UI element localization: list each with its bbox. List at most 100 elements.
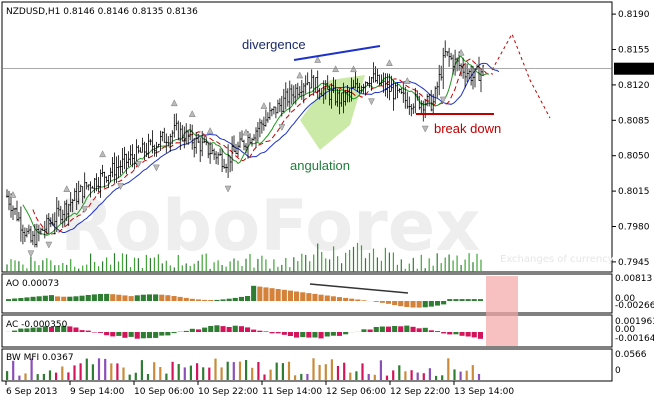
fractal-up-icon bbox=[63, 185, 71, 192]
volume-bar bbox=[313, 254, 315, 272]
volume-bar bbox=[66, 264, 68, 272]
volume-bar bbox=[436, 253, 438, 272]
volume-bar bbox=[257, 258, 259, 272]
volume-bar bbox=[129, 267, 132, 272]
fractal-down-icon bbox=[117, 183, 124, 191]
volume-bar bbox=[113, 253, 116, 272]
volume-bar bbox=[137, 258, 139, 272]
volume-bar bbox=[181, 265, 183, 272]
mfi-bar bbox=[122, 367, 125, 380]
volume-bar bbox=[380, 260, 382, 272]
ac-bar bbox=[392, 326, 398, 332]
ac-bar bbox=[416, 328, 422, 332]
ac-bar bbox=[73, 327, 79, 332]
mfi-panel bbox=[1, 348, 613, 382]
fractal-up-icon bbox=[260, 102, 268, 109]
watermark: RoboForex bbox=[60, 185, 480, 267]
mfi-bar bbox=[91, 364, 94, 380]
ac-bar bbox=[85, 330, 91, 332]
volume-bar bbox=[58, 265, 60, 272]
ac-bar bbox=[287, 332, 293, 336]
fractal-down-icon bbox=[421, 125, 429, 133]
time-tick-label: 10 Sep 22:00 bbox=[198, 387, 258, 397]
indicator-tick-label: 0 bbox=[615, 366, 621, 376]
ao-bar bbox=[361, 300, 367, 301]
mfi-bar bbox=[367, 374, 370, 380]
ao-bar bbox=[18, 298, 24, 301]
ac-bar bbox=[330, 332, 336, 336]
volume-bar bbox=[456, 255, 458, 272]
mfi-bar bbox=[208, 367, 211, 380]
mfi-bar bbox=[55, 372, 58, 380]
volume-bar bbox=[388, 252, 390, 272]
ao-bar bbox=[306, 293, 312, 301]
volume-bar bbox=[201, 254, 203, 272]
volume-bar bbox=[221, 265, 223, 272]
price-tick-label: 0.7945 bbox=[618, 258, 650, 268]
ac-bar bbox=[232, 325, 238, 332]
mfi-bar bbox=[220, 367, 223, 380]
volume-bar bbox=[360, 245, 363, 272]
mfi-bar bbox=[30, 358, 33, 380]
volume-bar bbox=[448, 254, 450, 272]
mfi-bar bbox=[36, 374, 39, 380]
volume-bar bbox=[376, 257, 378, 272]
ao-bar bbox=[385, 301, 391, 304]
ao-bar bbox=[146, 294, 152, 301]
volume-bar bbox=[161, 263, 163, 272]
ac-bar bbox=[257, 330, 263, 332]
volume-bar bbox=[185, 263, 187, 272]
fractal-up-icon bbox=[457, 48, 465, 56]
ac-bar bbox=[398, 326, 404, 332]
mfi-bar bbox=[324, 364, 327, 380]
ac-bar bbox=[196, 329, 202, 332]
price-tick-label: 0.8085 bbox=[618, 116, 650, 126]
ac-bar bbox=[379, 326, 385, 332]
ao-bar bbox=[171, 296, 177, 301]
ao-bar bbox=[6, 299, 12, 301]
fractal-down-icon bbox=[27, 250, 35, 258]
ac-panel bbox=[1, 314, 613, 348]
ac-bar bbox=[336, 332, 342, 336]
volume-bar bbox=[245, 258, 247, 272]
ac-bar bbox=[146, 332, 152, 339]
mfi-bar bbox=[306, 373, 309, 380]
ac-bar bbox=[79, 330, 85, 332]
fractal-up-icon bbox=[314, 55, 322, 63]
mfi-bar bbox=[361, 363, 364, 380]
volume-bar bbox=[22, 264, 24, 272]
mfi-bar bbox=[6, 371, 9, 380]
ao-bar bbox=[392, 301, 398, 306]
indicator-tick-label: -0.00164 bbox=[615, 334, 654, 344]
volume-bar bbox=[293, 257, 295, 272]
mfi-bar bbox=[269, 369, 272, 380]
volume-bar bbox=[352, 246, 355, 272]
ao-bar bbox=[263, 287, 269, 301]
ac-bar bbox=[477, 332, 483, 339]
ao-bar bbox=[336, 297, 342, 301]
mfi-bar bbox=[287, 361, 291, 380]
volume-bar bbox=[428, 258, 430, 272]
break-down-label: break down bbox=[434, 121, 501, 136]
mfi-bar bbox=[251, 367, 254, 380]
mfi-bar bbox=[392, 370, 395, 380]
signal-highlight bbox=[486, 276, 518, 346]
price-tick-label: 0.7980 bbox=[618, 223, 650, 233]
ao-bar bbox=[324, 295, 330, 301]
ac-bar bbox=[140, 332, 146, 339]
mfi-bar bbox=[226, 361, 229, 380]
mfi-bar bbox=[104, 358, 107, 380]
mfi-bar bbox=[128, 374, 131, 380]
fractal-up-icon bbox=[385, 59, 393, 66]
time-tick-label: 6 Sep 2013 bbox=[6, 387, 57, 397]
volume-bar bbox=[6, 264, 8, 272]
ao-bar bbox=[379, 301, 385, 303]
mfi-bar bbox=[343, 362, 346, 380]
ao-bar bbox=[355, 299, 361, 301]
ao-bar bbox=[55, 296, 61, 301]
indicator-tick-label: 0.00 bbox=[615, 294, 635, 304]
fractal-up-icon bbox=[170, 99, 178, 107]
mfi-bar bbox=[410, 370, 413, 380]
ao-bar bbox=[459, 299, 465, 301]
volume-bar bbox=[305, 254, 307, 272]
